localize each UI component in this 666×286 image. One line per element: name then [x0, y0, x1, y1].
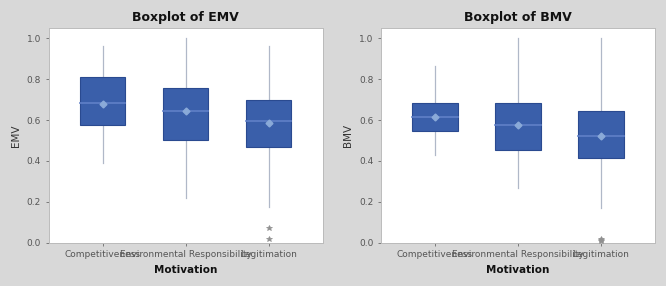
- Bar: [80, 77, 125, 125]
- Bar: [578, 111, 624, 158]
- Title: Boxplot of EMV: Boxplot of EMV: [133, 11, 239, 24]
- Y-axis label: BMV: BMV: [344, 124, 354, 147]
- X-axis label: Motivation: Motivation: [486, 265, 549, 275]
- Bar: [495, 103, 541, 150]
- X-axis label: Motivation: Motivation: [154, 265, 217, 275]
- Bar: [246, 100, 292, 147]
- Bar: [412, 103, 458, 131]
- Bar: [163, 88, 208, 140]
- Y-axis label: EMV: EMV: [11, 124, 21, 147]
- Title: Boxplot of BMV: Boxplot of BMV: [464, 11, 572, 24]
